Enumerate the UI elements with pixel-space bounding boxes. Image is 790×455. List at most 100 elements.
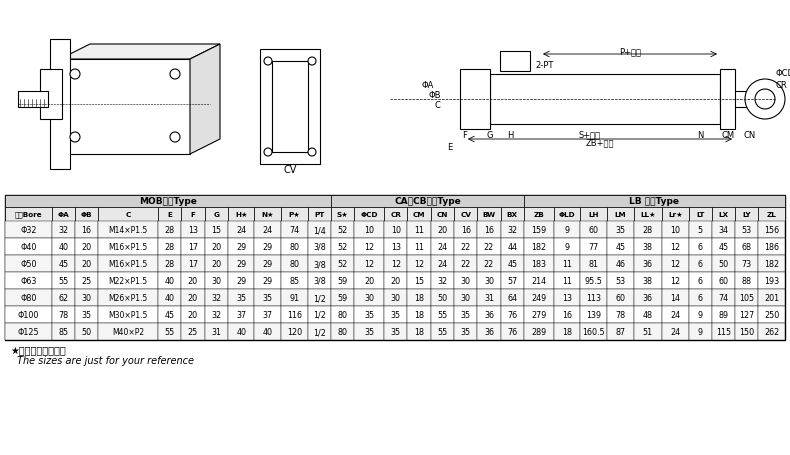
Text: 31: 31	[484, 293, 494, 302]
Text: 35: 35	[391, 327, 401, 336]
Bar	[75, 222, 98, 238]
Bar	[307, 238, 331, 255]
Bar	[634, 255, 662, 273]
Text: 51: 51	[643, 327, 653, 336]
Bar	[501, 207, 524, 222]
Text: 80: 80	[289, 259, 299, 268]
Text: 24: 24	[670, 310, 680, 319]
Text: 40: 40	[58, 243, 68, 252]
Text: 20: 20	[81, 243, 92, 252]
Bar	[158, 238, 181, 255]
Bar	[307, 222, 331, 238]
Bar	[758, 238, 785, 255]
Text: S★: S★	[337, 212, 348, 217]
Bar	[720, 70, 735, 130]
Bar	[228, 324, 254, 340]
Bar	[524, 306, 554, 324]
Text: 48: 48	[643, 310, 653, 319]
Bar	[5, 324, 51, 340]
Text: 35: 35	[236, 293, 246, 302]
Text: 80: 80	[289, 243, 299, 252]
Bar	[205, 273, 228, 289]
Bar	[662, 324, 689, 340]
Text: 31: 31	[211, 327, 221, 336]
Bar	[454, 324, 477, 340]
Text: 74: 74	[289, 226, 299, 234]
Bar	[431, 222, 454, 238]
Bar	[524, 207, 554, 222]
Text: CR: CR	[390, 212, 401, 217]
Text: 32: 32	[438, 276, 447, 285]
Text: 1/2: 1/2	[313, 327, 325, 336]
Bar	[712, 273, 735, 289]
Bar	[5, 273, 51, 289]
Text: 57: 57	[507, 276, 517, 285]
Text: 156: 156	[764, 226, 779, 234]
Text: 62: 62	[58, 293, 68, 302]
Bar	[607, 207, 634, 222]
Text: 29: 29	[262, 243, 273, 252]
Text: ΦCD: ΦCD	[775, 68, 790, 77]
Bar	[384, 324, 408, 340]
Text: 46: 46	[615, 259, 626, 268]
Bar	[524, 273, 554, 289]
Text: 12: 12	[364, 259, 374, 268]
Bar	[408, 273, 431, 289]
Bar	[501, 238, 524, 255]
Text: 74: 74	[718, 293, 728, 302]
Text: 16: 16	[461, 226, 471, 234]
Bar	[581, 306, 607, 324]
Text: 44: 44	[507, 243, 517, 252]
Text: ΦLD: ΦLD	[559, 212, 575, 217]
Bar	[5, 207, 51, 222]
Bar	[281, 306, 307, 324]
Bar	[735, 238, 758, 255]
Text: C: C	[126, 212, 131, 217]
Text: 32: 32	[211, 293, 221, 302]
Text: 35: 35	[461, 310, 471, 319]
Bar	[460, 70, 490, 130]
Text: 30: 30	[211, 276, 221, 285]
Text: 77: 77	[589, 243, 599, 252]
Bar	[735, 306, 758, 324]
Bar	[712, 222, 735, 238]
Bar	[712, 289, 735, 306]
Text: 40: 40	[236, 327, 246, 336]
Text: 120: 120	[287, 327, 302, 336]
Bar	[354, 222, 384, 238]
Bar	[735, 255, 758, 273]
Text: ZB+行程: ZB+行程	[585, 138, 615, 147]
Text: 24: 24	[236, 226, 246, 234]
Bar	[307, 289, 331, 306]
Bar	[554, 273, 581, 289]
Bar	[272, 62, 308, 153]
Circle shape	[170, 70, 180, 80]
Bar	[205, 324, 228, 340]
Bar	[51, 306, 75, 324]
Bar	[662, 273, 689, 289]
Bar	[689, 207, 712, 222]
Text: 193: 193	[764, 276, 779, 285]
Bar	[354, 207, 384, 222]
Bar	[254, 222, 281, 238]
Bar	[260, 50, 320, 165]
Text: E: E	[167, 212, 172, 217]
Text: 9: 9	[565, 243, 570, 252]
Text: 55: 55	[438, 310, 447, 319]
Bar	[181, 324, 205, 340]
Text: M40×P2: M40×P2	[112, 327, 144, 336]
Text: LT: LT	[696, 212, 705, 217]
Bar	[554, 306, 581, 324]
Bar	[5, 289, 51, 306]
Bar	[524, 222, 554, 238]
Bar	[5, 196, 331, 207]
Text: 18: 18	[414, 293, 424, 302]
Bar	[431, 306, 454, 324]
Bar	[181, 238, 205, 255]
Bar	[384, 207, 408, 222]
Text: 20: 20	[364, 276, 374, 285]
Bar	[384, 255, 408, 273]
Bar	[477, 207, 501, 222]
Bar	[454, 273, 477, 289]
Text: M26×P1.5: M26×P1.5	[108, 293, 148, 302]
